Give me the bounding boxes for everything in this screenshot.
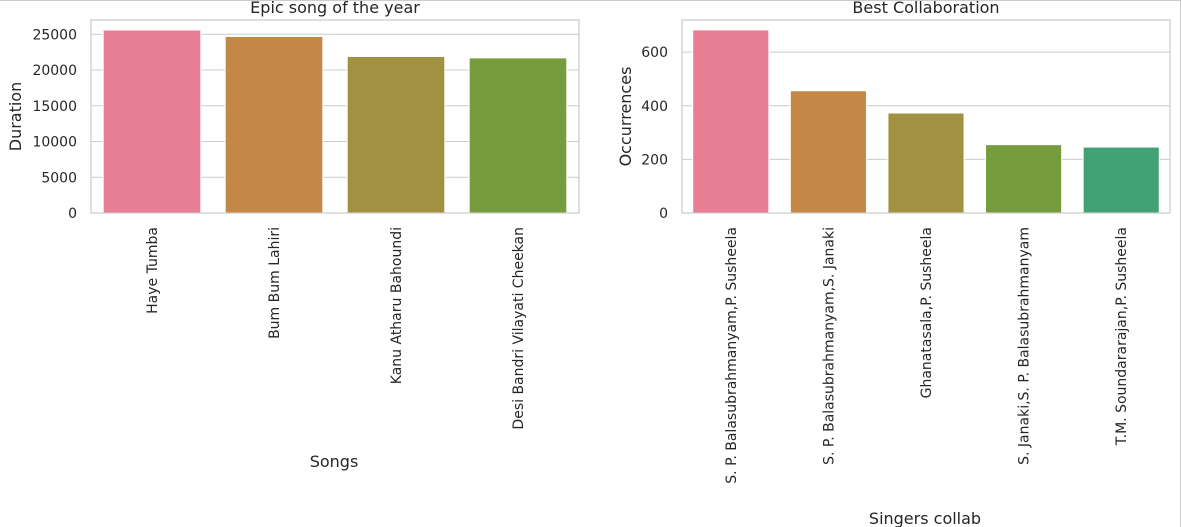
bar [1082,146,1160,214]
y-tick-label: 15000 [32,99,77,115]
axes-frame [681,19,1171,214]
y-tick-label: 5000 [41,170,77,186]
bar [346,55,446,214]
y-axis-label: Occurrences [616,67,635,167]
chart-title: Best Collaboration [852,0,999,17]
x-tick-label: Bum Bum Lahiri [267,227,283,339]
x-tick-label: S. P. Balasubrahmanyam,P. Susheela [724,227,740,484]
x-tick-label: Desi Bandri Vilayati Cheekan [511,227,527,430]
bar [887,112,965,214]
x-axis-label: Singers collab [869,509,981,527]
x-tick-label: Ghanatasala,P. Susheela [919,227,935,398]
axes-frame [90,19,580,214]
y-tick-label: 0 [68,206,77,222]
y-tick-label: 25000 [32,27,77,43]
bar [789,90,867,214]
x-tick-label: T.M. Soundararajan,P. Susheela [1114,227,1130,446]
bar [692,29,770,214]
x-tick-label: S. Janaki,S. P. Balasubrahmanyam [1017,227,1033,465]
y-tick-label: 0 [659,206,668,222]
bar [468,57,568,214]
y-tick-label: 400 [641,99,668,115]
chart-title: Epic song of the year [250,0,420,17]
y-tick-label: 200 [641,152,668,168]
bar [102,29,202,214]
y-tick-label: 10000 [32,135,77,151]
y-tick-label: 20000 [32,63,77,79]
x-tick-label: Haye Tumba [145,227,161,314]
chart-epic-song: 0 5000 10000 15000 20000 25000 Haye Tumba Bum B… [6,0,580,471]
chart-best-collaboration: 0 200 400 600 S. P. Balasubrahmanyam,P. Sush… [616,0,1171,527]
x-tick-label: Kanu Atharu Bahoundi [389,227,405,384]
x-axis-label: Songs [310,452,359,471]
bar [224,35,324,214]
y-axis-label: Duration [6,82,25,152]
x-tick-label: S. P. Balasubrahmanyam,S. Janaki [821,227,837,465]
y-tick-label: 600 [641,45,668,61]
bar [985,144,1063,214]
